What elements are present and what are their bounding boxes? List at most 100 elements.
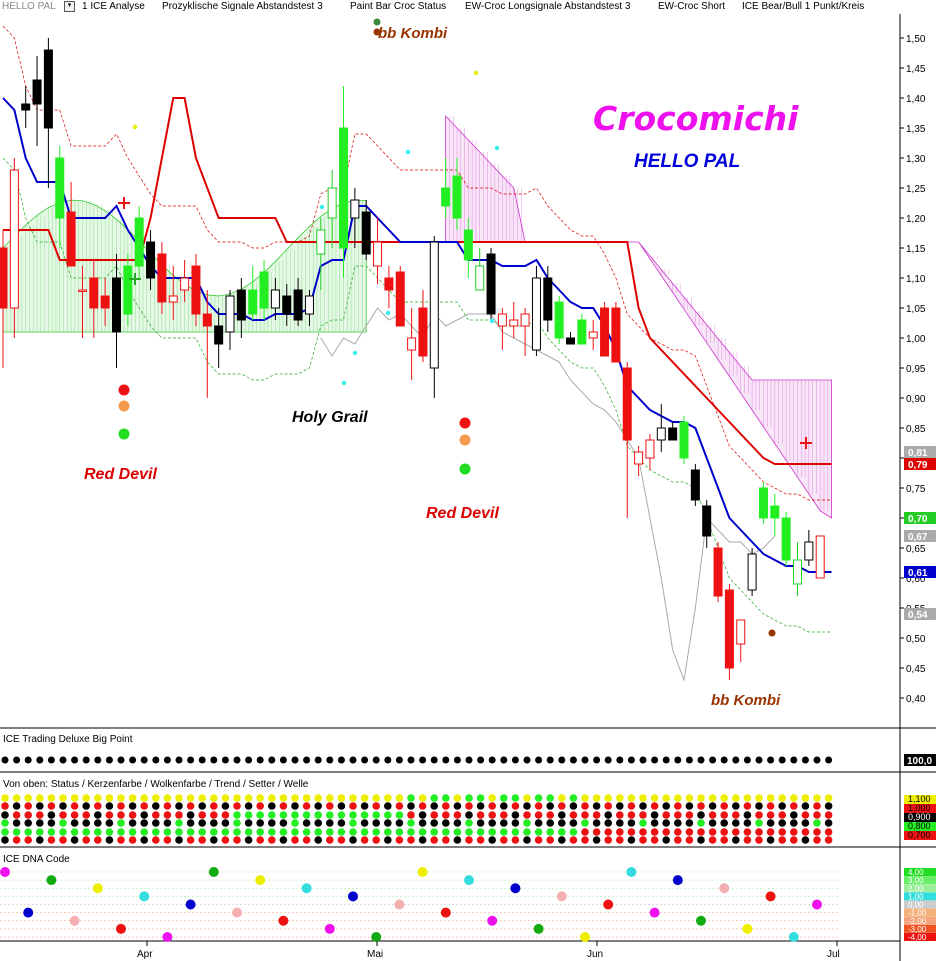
- big-point-dot: [616, 756, 624, 764]
- status-dot: [82, 802, 90, 810]
- status-dot: [732, 819, 740, 827]
- status-dot: [291, 811, 299, 819]
- toolbar-item-bear-bull[interactable]: ICE Bear/Bull 1 Punkt/Kreis: [742, 1, 865, 12]
- dna-dot: [278, 915, 289, 926]
- y-tick-label: 0,50: [906, 634, 926, 645]
- candle-body: [520, 313, 530, 327]
- dropdown-icon[interactable]: ▾: [64, 1, 75, 12]
- big-point-dot: [140, 756, 148, 764]
- status-dot: [801, 802, 810, 810]
- status-dot: [360, 802, 369, 810]
- status-dot: [326, 794, 334, 802]
- dna-value-box: [904, 908, 936, 917]
- candle-body: [486, 253, 496, 315]
- candle-body: [588, 331, 598, 339]
- status-dot: [163, 836, 172, 844]
- price-label-text: 0,61: [908, 568, 928, 579]
- status-dot: [210, 828, 218, 836]
- candle-body: [304, 295, 314, 315]
- status-dot: [314, 802, 323, 810]
- big-point-value: 100,0: [907, 756, 932, 767]
- candle-body: [668, 427, 678, 441]
- status-dot: [476, 828, 485, 836]
- status-dot: [94, 828, 102, 836]
- status-dot: [175, 836, 183, 844]
- status-dot: [256, 836, 265, 844]
- dna-dot: [742, 923, 753, 934]
- toolbar-item-ice-analyse[interactable]: 1 ICE Analyse: [82, 1, 145, 12]
- y-tick-label: 0,95: [906, 364, 926, 375]
- status-dot: [128, 828, 137, 836]
- status-dot: [221, 828, 230, 836]
- panel-title-dna: ICE DNA Code: [3, 854, 70, 865]
- status-dot: [488, 802, 497, 810]
- status-dot: [268, 828, 276, 836]
- status-dot: [581, 819, 589, 827]
- toolbar-item-prozyklische[interactable]: Prozyklische Signale Abstandstest 3: [162, 1, 323, 12]
- candle-body: [441, 187, 451, 207]
- toolbar-item-croc-short[interactable]: EW-Croc Short: [658, 1, 726, 12]
- status-dot: [198, 802, 206, 810]
- status-value: 1,100: [908, 794, 931, 804]
- candle-body: [509, 319, 519, 327]
- cyan-marker: [341, 380, 347, 386]
- status-dot: [210, 794, 218, 802]
- dna-dot: [487, 915, 498, 926]
- status-dot: [395, 802, 404, 810]
- status-dot: [279, 802, 288, 810]
- status-dot: [546, 836, 554, 844]
- status-dot: [163, 794, 172, 802]
- status-dot: [720, 819, 728, 827]
- big-point-dot: [639, 756, 647, 764]
- big-point-dot: [117, 756, 125, 764]
- status-dot: [384, 802, 392, 810]
- status-dot: [314, 811, 323, 819]
- dna-dot: [208, 867, 219, 877]
- status-dot: [453, 802, 462, 810]
- candle-body: [747, 553, 757, 591]
- big-point-dot: [778, 756, 786, 764]
- status-dot: [1, 794, 9, 802]
- signal-dot: [118, 428, 130, 440]
- status-dot: [546, 811, 554, 819]
- chikou-span-line: [320, 307, 776, 682]
- candle-body: [736, 619, 746, 645]
- toolbar-item-longsignale[interactable]: EW-Croc Longsignale Abstandstest 3: [465, 1, 631, 12]
- status-dot: [708, 836, 717, 844]
- candle-body: [622, 367, 632, 441]
- status-dot: [476, 819, 485, 827]
- big-point-dot: [152, 756, 160, 764]
- status-dot: [372, 794, 381, 802]
- status-dot: [384, 819, 392, 827]
- status-dot: [639, 819, 647, 827]
- status-dot: [163, 811, 172, 819]
- dna-value: -1,00: [908, 909, 927, 918]
- y-tick-label: 0,85: [906, 424, 926, 435]
- toolbar-item-paint-bar[interactable]: Paint Bar Croc Status: [350, 1, 447, 12]
- dna-value-box: [904, 884, 936, 893]
- status-dot: [326, 802, 334, 810]
- status-dot: [790, 828, 798, 836]
- status-dot: [210, 811, 218, 819]
- big-point-dot: [395, 756, 403, 764]
- status-dot: [755, 819, 763, 827]
- status-dot: [592, 794, 601, 802]
- status-dot: [59, 819, 67, 827]
- status-dot: [24, 811, 32, 819]
- status-dot: [244, 819, 253, 827]
- status-dot: [488, 811, 497, 819]
- candle-body: [384, 277, 394, 291]
- dna-dot: [696, 915, 706, 926]
- status-dot: [302, 802, 311, 810]
- status-dot: [662, 811, 670, 819]
- status-dot: [627, 836, 636, 844]
- bb-kombi-dot: [373, 28, 381, 36]
- status-dot: [186, 819, 195, 827]
- status-dot: [778, 802, 786, 810]
- status-dot: [708, 828, 717, 836]
- status-dot: [627, 819, 636, 827]
- candle-body: [248, 289, 258, 315]
- status-dot: [476, 794, 485, 802]
- candle-body: [724, 589, 734, 669]
- status-dot: [117, 836, 125, 844]
